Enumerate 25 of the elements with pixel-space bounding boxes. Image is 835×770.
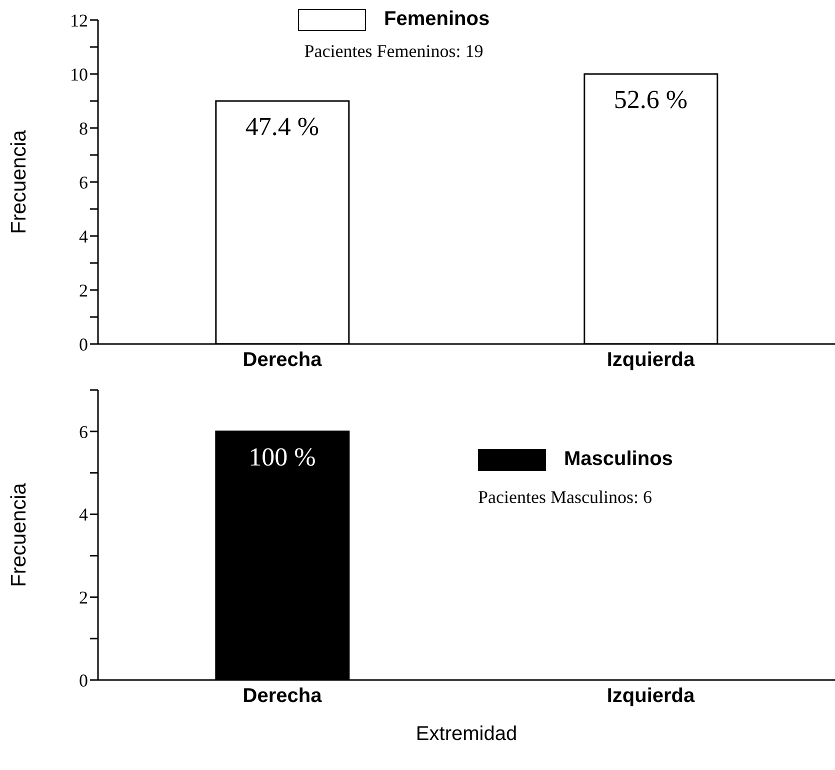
annotation: 47.4 % <box>245 112 320 141</box>
y-tick-label: 0 <box>79 670 88 690</box>
x-tick-label: Derecha <box>242 349 323 372</box>
x-tick-label: Izquierda <box>606 349 696 372</box>
y-tick-label: 12 <box>70 10 88 30</box>
annotation: 52.6 % <box>614 85 688 114</box>
y-tick-label: 2 <box>79 588 88 608</box>
x-tick-label: Izquierda <box>606 685 696 708</box>
annotation: 100 % <box>248 442 316 472</box>
annotation: Pacientes Masculinos: 6 <box>478 487 653 508</box>
y-tick-label: 4 <box>79 504 88 525</box>
x-tick-label: Derecha <box>242 685 323 708</box>
y-tick-label: 6 <box>79 172 88 192</box>
y-tick-label: 6 <box>79 422 88 442</box>
legend-label: Femeninos <box>384 8 490 31</box>
y-tick-label: 8 <box>79 118 88 138</box>
annotation: Pacientes Femeninos: 19 <box>303 41 484 62</box>
y-tick-label: 0 <box>79 334 88 354</box>
y-tick-label: 2 <box>79 280 88 300</box>
x-axis-title: Extremidad <box>416 723 518 745</box>
y-axis-title: Frecuencia <box>7 130 30 234</box>
legend-label: Masculinos <box>564 448 673 471</box>
y-tick-label: 4 <box>79 226 88 246</box>
y-tick-label: 10 <box>70 64 88 84</box>
y-axis-title: Frecuencia <box>7 482 30 587</box>
